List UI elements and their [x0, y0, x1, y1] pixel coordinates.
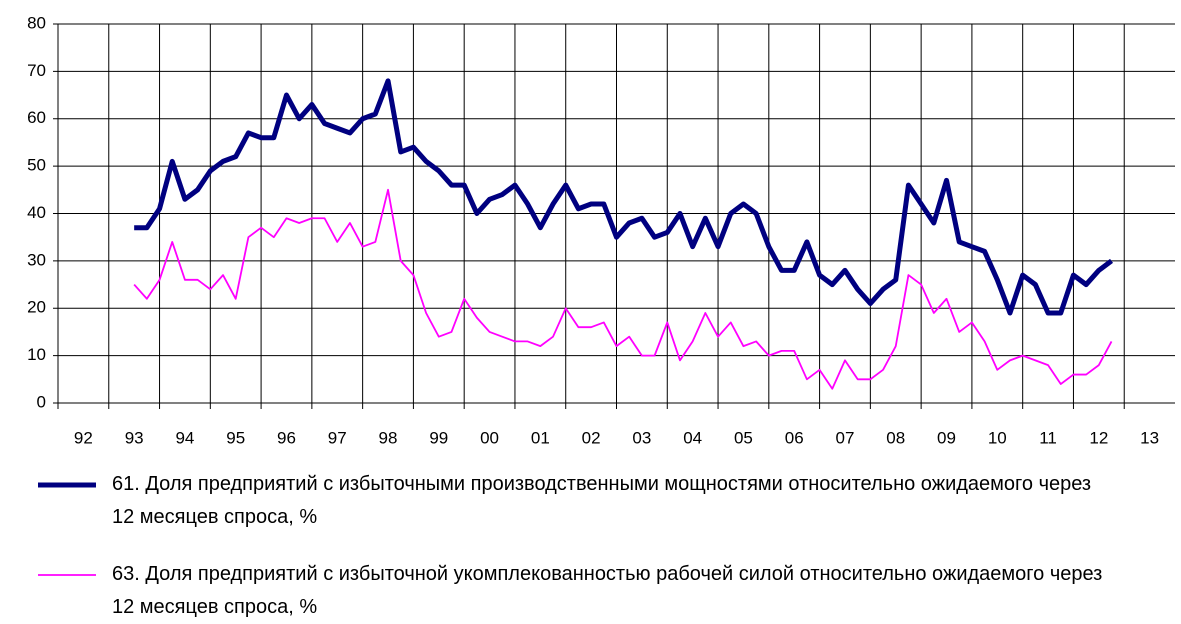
y-tick-label: 40 — [27, 203, 46, 222]
x-tick-label: 13 — [1140, 428, 1159, 447]
x-tick-label: 92 — [74, 428, 93, 447]
x-tick-label: 08 — [886, 428, 905, 447]
x-tick-label: 12 — [1089, 428, 1108, 447]
x-tick-label: 98 — [379, 428, 398, 447]
legend-entry: 63. Доля предприятий с избыточной укомпл… — [38, 558, 1112, 624]
y-tick-label: 0 — [37, 392, 46, 411]
x-tick-label: 09 — [937, 428, 956, 447]
y-tick-label: 70 — [27, 61, 46, 80]
x-tick-label: 05 — [734, 428, 753, 447]
legend-label: 61. Доля предприятий с избыточными произ… — [112, 473, 1092, 528]
x-tick-label: 00 — [480, 428, 499, 447]
y-tick-label: 50 — [27, 156, 46, 175]
x-tick-label: 02 — [582, 428, 601, 447]
y-tick-label: 10 — [27, 345, 46, 364]
x-tick-label: 06 — [785, 428, 804, 447]
x-tick-label: 03 — [632, 428, 651, 447]
x-tick-label: 10 — [988, 428, 1007, 447]
x-tick-label: 07 — [836, 428, 855, 447]
y-tick-label: 60 — [27, 108, 46, 127]
y-tick-label: 20 — [27, 298, 46, 317]
legend-swatch — [38, 574, 96, 576]
legend-entry: 61. Доля предприятий с избыточными произ… — [38, 468, 1112, 534]
x-tick-label: 96 — [277, 428, 296, 447]
x-tick-label: 94 — [175, 428, 194, 447]
x-tick-label: 93 — [125, 428, 144, 447]
series-line — [133, 188, 1113, 390]
x-tick-label: 97 — [328, 428, 347, 447]
x-tick-label: 99 — [429, 428, 448, 447]
series-line — [134, 78, 1114, 316]
y-tick-label: 80 — [27, 13, 46, 32]
x-tick-label: 04 — [683, 428, 702, 447]
chart: 0 10 20 30 40 50 60 70 80 92 93 94 95 96 97 98 99 00 01 02 0… — [27, 13, 1175, 447]
x-tick-label: 95 — [226, 428, 245, 447]
legend-label: 63. Доля предприятий с избыточной укомпл… — [112, 563, 1103, 618]
x-tick-label: 11 — [1039, 428, 1057, 447]
y-tick-label: 30 — [27, 250, 46, 269]
x-tick-label: 01 — [531, 428, 550, 447]
legend-swatch — [38, 482, 96, 488]
